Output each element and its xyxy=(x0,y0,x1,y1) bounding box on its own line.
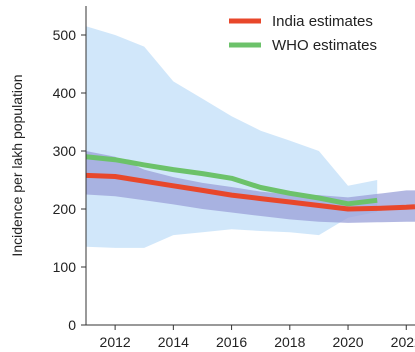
uncertainty-bands xyxy=(86,26,415,248)
y-tick-label: 100 xyxy=(53,259,77,275)
x-tick-label: 2018 xyxy=(274,334,305,350)
legend-label: India estimates xyxy=(272,13,373,30)
x-tick-label: 2012 xyxy=(100,334,131,350)
y-tick-label: 0 xyxy=(68,317,76,333)
x-tick-label: 2022 xyxy=(391,334,415,350)
y-axis-label: Incidence per lakh population xyxy=(9,74,25,256)
series-lines xyxy=(85,154,415,212)
y-tick-label: 500 xyxy=(53,27,77,43)
who-estimates-line xyxy=(85,154,378,207)
x-tick-label: 2020 xyxy=(332,334,363,350)
tick-labels: 0 100 200 300 400 500 2012 2014 2016 2018 2020 2022 xyxy=(53,27,415,350)
axes xyxy=(81,6,415,330)
legend: India estimates WHO estimates xyxy=(229,13,377,54)
y-tick-label: 200 xyxy=(53,201,77,217)
x-tick-label: 2014 xyxy=(158,334,189,350)
y-tick-label: 400 xyxy=(53,85,77,101)
legend-label: WHO estimates xyxy=(272,37,377,54)
x-tick-label: 2016 xyxy=(216,334,247,350)
legend-item-india: India estimates xyxy=(229,13,373,30)
legend-item-who: WHO estimates xyxy=(229,37,377,54)
y-tick-label: 300 xyxy=(53,143,77,159)
india-estimates-line xyxy=(85,172,415,212)
